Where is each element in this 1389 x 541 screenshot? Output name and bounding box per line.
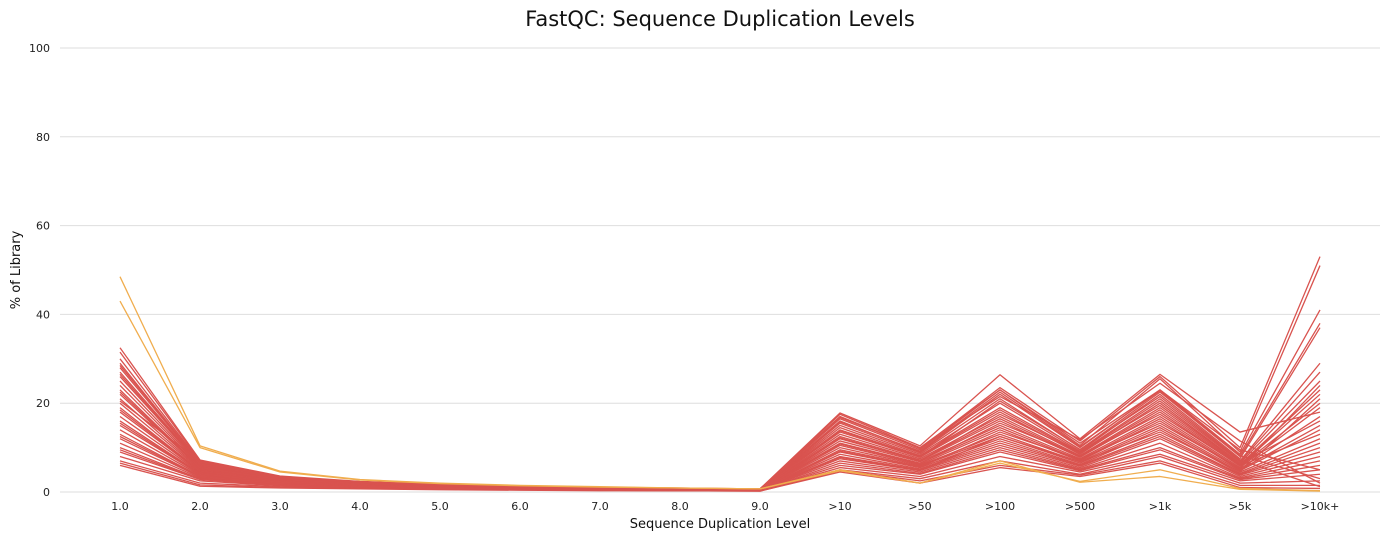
x-axis-label: Sequence Duplication Level	[630, 517, 810, 532]
series-line-fail	[119, 362, 1321, 490]
x-tick-label: 7.0	[591, 500, 609, 513]
x-tick-label: >10	[828, 500, 851, 513]
y-tick-label: 60	[36, 220, 50, 233]
x-tick-label: 9.0	[751, 500, 769, 513]
y-axis-ticks: 0 20 40 60 80 100	[29, 42, 50, 499]
x-tick-label: 1.0	[111, 500, 129, 513]
x-tick-label: 5.0	[431, 500, 449, 513]
y-tick-label: 80	[36, 131, 50, 144]
x-tick-label: 6.0	[511, 500, 529, 513]
y-tick-label: 100	[29, 42, 50, 55]
series-line-fail	[119, 398, 1321, 492]
y-axis-label: % of Library	[9, 230, 24, 309]
x-tick-label: 4.0	[351, 500, 369, 513]
x-tick-label: >5k	[1229, 500, 1252, 513]
x-tick-label: >1k	[1149, 500, 1172, 513]
series-line-warn	[119, 300, 1321, 492]
x-tick-label: >50	[908, 500, 931, 513]
y-tick-label: 0	[43, 486, 50, 499]
x-tick-label: 8.0	[671, 500, 689, 513]
x-tick-label: >100	[985, 500, 1015, 513]
x-axis-ticks: 1.0 2.0 3.0 4.0 5.0 6.0 7.0 8.0 9.0 >10 >50 >100 >50…	[111, 500, 1339, 513]
x-tick-label: >500	[1065, 500, 1095, 513]
x-tick-label: >10k+	[1301, 500, 1340, 513]
y-tick-label: 40	[36, 308, 50, 321]
y-tick-label: 20	[36, 397, 50, 410]
gridlines	[60, 47, 1380, 493]
x-tick-label: 2.0	[191, 500, 209, 513]
series-line-fail	[119, 256, 1321, 490]
series-line-fail	[119, 347, 1321, 490]
series-line-fail	[119, 309, 1321, 490]
chart-title: FastQC: Sequence Duplication Levels	[525, 7, 915, 31]
series-lines	[119, 256, 1321, 492]
x-tick-label: 3.0	[271, 500, 289, 513]
